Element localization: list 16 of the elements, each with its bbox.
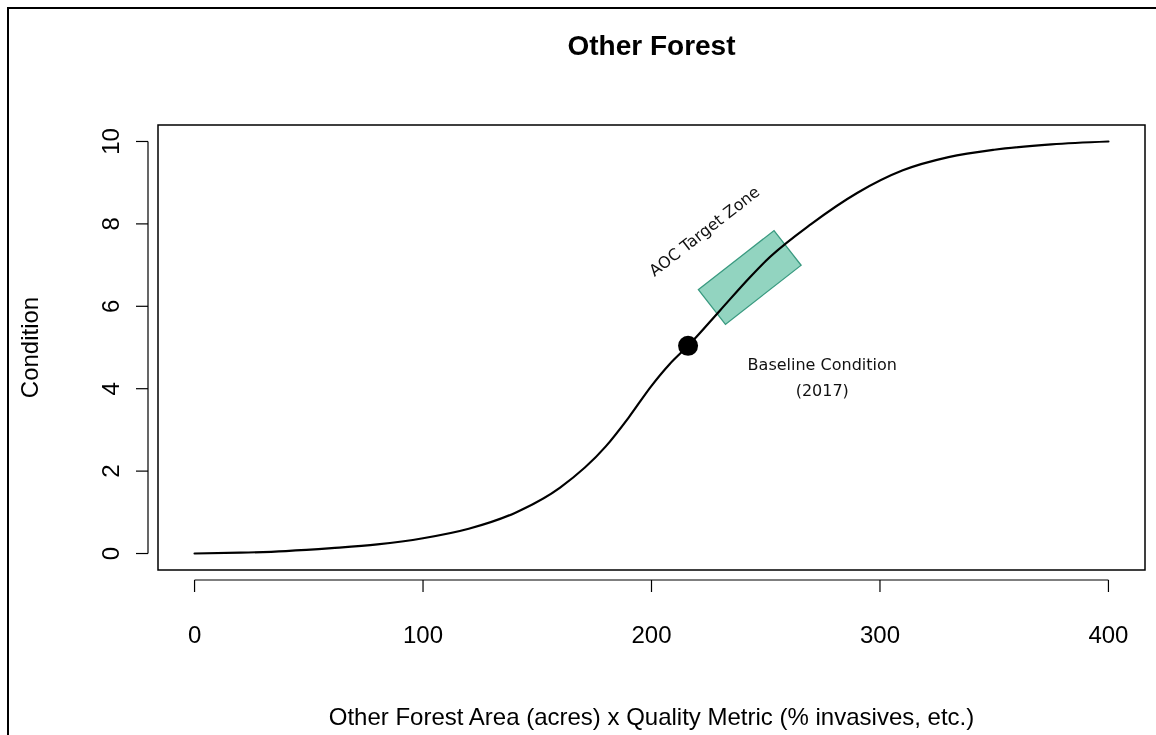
- y-tick-label: 2: [96, 464, 124, 478]
- x-tick-label: 300: [859, 621, 900, 648]
- x-tick-label: 100: [403, 621, 444, 648]
- y-tick-label: 8: [96, 217, 124, 231]
- y-tick-label: 6: [96, 299, 124, 313]
- y-axis-title: Condition: [16, 296, 43, 399]
- line-series: [193, 140, 1110, 555]
- y-tick-label: 10: [96, 128, 124, 155]
- chart-title: Other Forest: [567, 30, 736, 61]
- y-tick-label: 0: [96, 546, 124, 561]
- annotation: Baseline Condition (2017): [747, 354, 897, 400]
- x-axis-title: Other Forest Area (acres) x Quality Metric (% invasives, etc.): [328, 703, 975, 730]
- x-tick-label: 400: [1088, 621, 1129, 648]
- x-tick-label: 200: [631, 621, 672, 648]
- y-tick-label: 4: [96, 382, 124, 396]
- x-tick-label: 0: [187, 621, 202, 648]
